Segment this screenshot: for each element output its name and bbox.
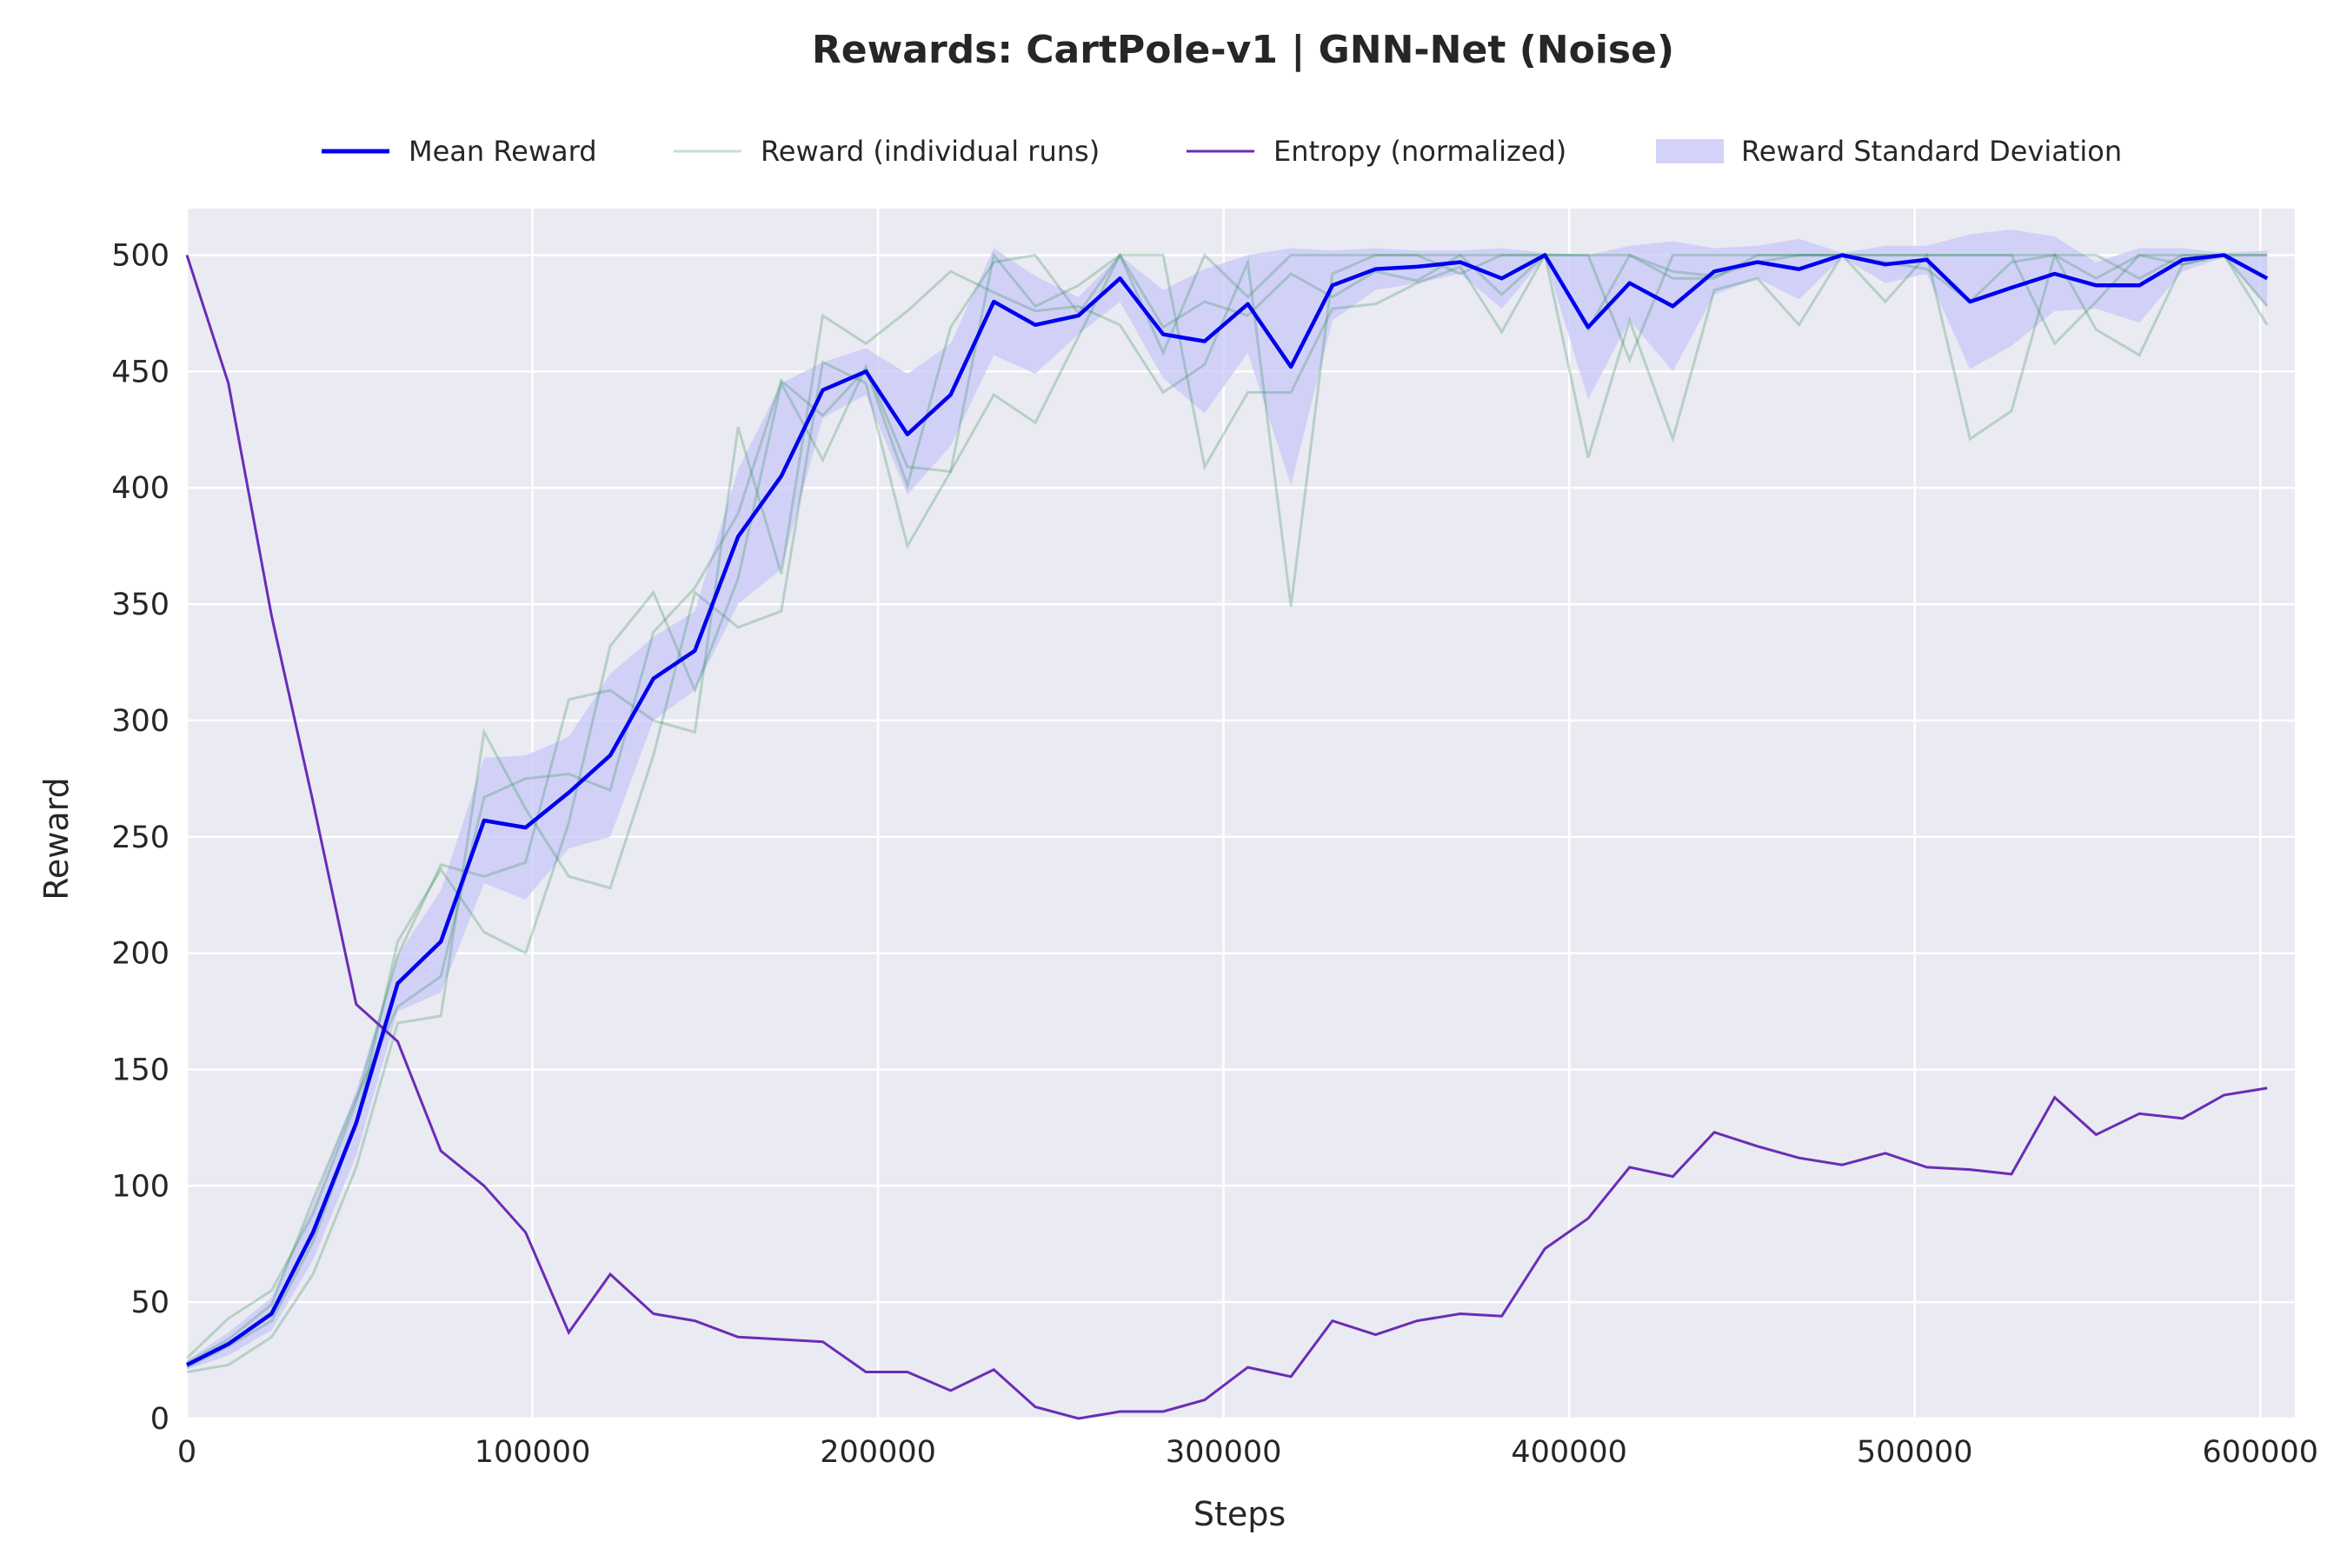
y-tick-label: 400: [111, 471, 170, 506]
entropy-line: [185, 255, 2268, 1420]
individual-run-line: [186, 252, 2268, 1369]
legend-mean-label: Mean Reward: [409, 135, 597, 168]
x-axis-label: Steps: [1193, 1495, 1286, 1533]
x-tick-label: 600000: [2202, 1435, 2318, 1470]
legend-std-swatch: [1656, 139, 1724, 163]
legend-std-label: Reward Standard Deviation: [1741, 135, 2122, 168]
y-tick-label: 450: [111, 355, 170, 389]
plot-area: [185, 209, 2295, 1420]
y-tick-label: 150: [111, 1053, 170, 1087]
y-tick-label: 250: [111, 821, 170, 855]
x-tick-label: 300000: [1166, 1435, 1282, 1470]
y-tick-label: 50: [130, 1286, 170, 1320]
mean-reward-line: [185, 253, 2269, 1367]
y-tick-label: 200: [111, 937, 170, 972]
legend-entropy-label: Entropy (normalized): [1273, 135, 1566, 168]
individual-run-line: [186, 252, 2269, 1365]
y-tick-label: 500: [111, 239, 170, 274]
x-tick-label: 500000: [1857, 1435, 1973, 1470]
axes: 0 50 100 150 200 250 300 350 400 450 500 0 100000 200…: [111, 239, 2318, 1470]
x-tick-label: 400000: [1511, 1435, 1627, 1470]
y-axis-label: Reward: [37, 777, 76, 900]
x-tick-label: 200000: [820, 1435, 936, 1470]
legend: Mean Reward Reward (individual runs) Ent…: [322, 135, 2122, 168]
chart-title: Rewards: CartPole-v1 | GNN-Net (Noise): [812, 28, 1674, 72]
x-tick-label: 100000: [475, 1435, 591, 1470]
std-band: [187, 229, 2268, 1370]
y-tick-label: 100: [111, 1169, 170, 1204]
y-tick-label: 0: [150, 1402, 170, 1437]
y-tick-label: 300: [111, 704, 170, 739]
legend-runs-label: Reward (individual runs): [761, 135, 1100, 168]
individual-run-line: [185, 254, 2268, 1359]
x-tick-label: 0: [177, 1435, 196, 1470]
y-tick-label: 350: [111, 588, 170, 622]
